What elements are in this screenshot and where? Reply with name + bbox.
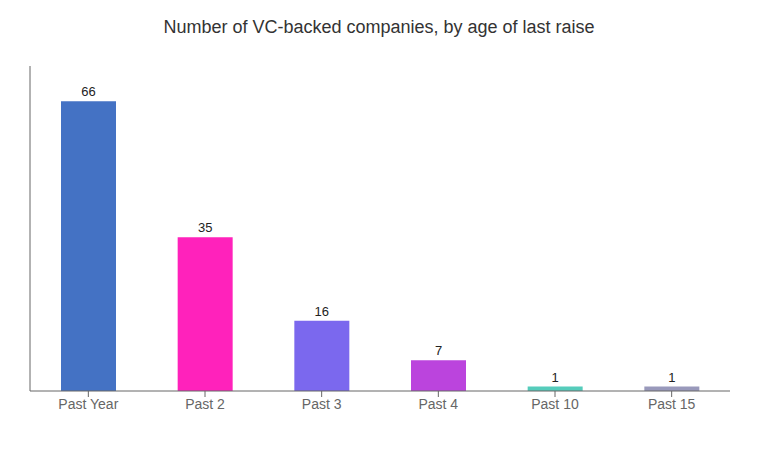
svg-text:1: 1 (552, 370, 559, 385)
svg-text:16: 16 (315, 304, 329, 319)
svg-text:66: 66 (81, 84, 95, 99)
svg-text:Past 2: Past 2 (185, 396, 225, 412)
svg-text:Past 10: Past 10 (531, 396, 579, 412)
html-text:Number of VC-backed companies,: Number of VC-backed companies, by age of… (163, 17, 595, 37)
svg-text:Past 4: Past 4 (418, 396, 458, 412)
svg-text:Past 3: Past 3 (302, 396, 342, 412)
svg-text:Past Year: Past Year (58, 396, 118, 412)
svg-text:7: 7 (435, 343, 442, 358)
svg-text:1: 1 (668, 370, 675, 385)
svg-text:35: 35 (198, 220, 212, 235)
svg-text:Past 15: Past 15 (648, 396, 696, 412)
